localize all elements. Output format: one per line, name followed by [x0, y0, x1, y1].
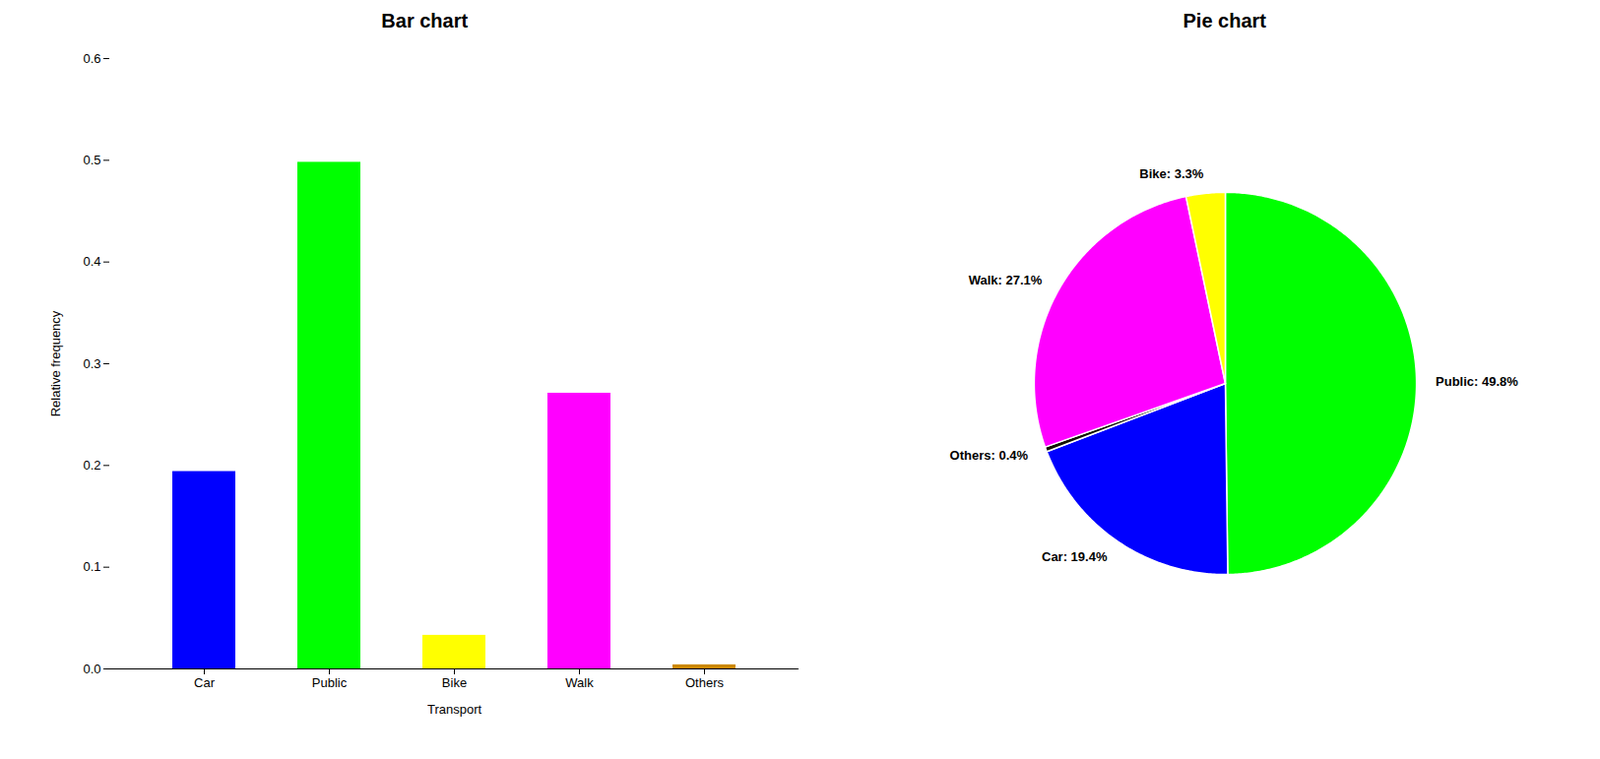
svg-text:Public: Public — [312, 675, 348, 691]
svg-text:0.0: 0.0 — [83, 661, 102, 677]
svg-text:Transport: Transport — [427, 702, 483, 717]
svg-text:Bike: Bike — [442, 675, 467, 691]
svg-text:0.6: 0.6 — [83, 51, 102, 66]
svg-text:0.4: 0.4 — [83, 254, 102, 269]
svg-text:0.2: 0.2 — [83, 457, 102, 473]
svg-text:0.5: 0.5 — [83, 152, 102, 168]
svg-text:Walk: Walk — [566, 675, 595, 691]
svg-text:0.3: 0.3 — [83, 356, 102, 372]
svg-text:Walk: 27.1%: Walk: 27.1% — [967, 272, 1042, 288]
svg-text:Relative frequency: Relative frequency — [48, 310, 64, 417]
svg-text:Bike: 3.3%: Bike: 3.3% — [1139, 166, 1204, 182]
svg-text:Car: 19.4%: Car: 19.4% — [1041, 549, 1108, 565]
svg-text:Public: 49.8%: Public: 49.8% — [1435, 374, 1519, 389]
svg-text:Car: Car — [193, 675, 216, 691]
html-text:Pie chart: Pie chart — [1183, 9, 1267, 32]
svg-text:Others: 0.4%: Others: 0.4% — [949, 448, 1028, 463]
svg-text:Others: Others — [685, 675, 725, 691]
html-text:Bar chart: Bar chart — [381, 9, 468, 32]
svg-text:0.1: 0.1 — [83, 559, 102, 575]
